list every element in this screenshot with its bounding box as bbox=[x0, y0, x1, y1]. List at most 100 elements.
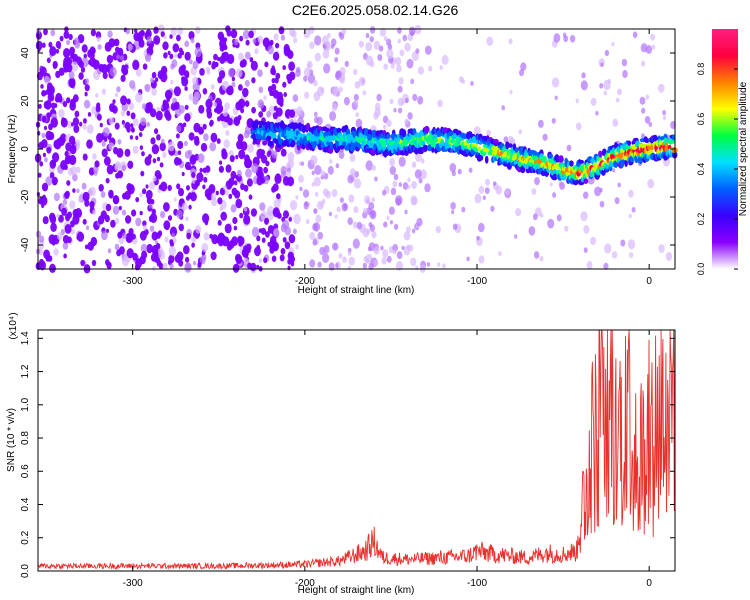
spectrogram-noise-speckle bbox=[461, 206, 466, 213]
spectrogram-noise-speckle bbox=[238, 149, 246, 160]
spectrogram-noise-speckle bbox=[314, 111, 318, 117]
spectrogram-noise-speckle bbox=[314, 52, 321, 62]
spectrogram-noise-speckle bbox=[183, 245, 190, 255]
spectrogram-noise-speckle bbox=[389, 158, 395, 167]
spectrogram-noise-speckle bbox=[399, 49, 405, 57]
spectrogram-noise-speckle bbox=[392, 180, 398, 188]
snr-x-axis-label: Height of straight line (km) bbox=[298, 585, 415, 596]
spectrogram-noise-speckle bbox=[603, 262, 609, 270]
spectrogram-x-axis-label: Height of straight line (km) bbox=[298, 285, 415, 296]
spectrogram-noise-speckle bbox=[233, 38, 239, 46]
spectrogram-noise-speckle bbox=[63, 48, 71, 58]
spectrogram-noise-speckle bbox=[267, 225, 275, 234]
snr-y-tick-label: 0.8 bbox=[20, 431, 31, 445]
spectrogram-noise-speckle bbox=[205, 98, 213, 109]
spectrogram-noise-speckle bbox=[115, 172, 120, 179]
spectrogram-noise-speckle bbox=[94, 160, 100, 168]
spectrogram-y-tick-label: -40 bbox=[20, 237, 31, 252]
spectrogram-noise-speckle bbox=[167, 215, 173, 221]
spectrogram-noise-speckle bbox=[177, 150, 182, 155]
spectrogram-noise-speckle bbox=[383, 221, 388, 228]
spectrogram-noise-speckle bbox=[112, 195, 120, 205]
spectrogram-noise-speckle bbox=[280, 148, 287, 157]
spectrogram-noise-speckle bbox=[369, 26, 376, 34]
spectrogram-noise-speckle bbox=[398, 156, 406, 167]
spectrogram-noise-speckle bbox=[439, 65, 443, 70]
spectrogram-noise-speckle bbox=[288, 61, 295, 71]
spectrogram-noise-speckle bbox=[74, 110, 80, 118]
spectrogram-noise-speckle bbox=[365, 160, 373, 171]
spectrogram-noise-speckle bbox=[549, 182, 553, 187]
spectrogram-noise-speckle bbox=[243, 214, 251, 225]
spectrogram-noise-speckle bbox=[70, 61, 79, 72]
spectrogram-ridge-blob bbox=[505, 141, 510, 150]
spectrogram-noise-speckle bbox=[268, 150, 272, 156]
spectrogram-noise-speckle bbox=[129, 135, 133, 140]
spectrogram-noise-speckle bbox=[208, 60, 212, 65]
spectrogram-noise-speckle bbox=[631, 207, 636, 213]
spectrogram-noise-speckle bbox=[273, 33, 279, 41]
spectrogram-noise-speckle bbox=[245, 158, 253, 169]
spectrogram-noise-speckle bbox=[61, 117, 65, 123]
spectrogram-noise-speckle bbox=[128, 102, 135, 111]
spectrogram-noise-speckle bbox=[43, 75, 50, 85]
spectrogram-noise-speckle bbox=[209, 121, 214, 127]
spectrogram-noise-speckle bbox=[305, 219, 310, 225]
spectrogram-noise-speckle bbox=[410, 30, 415, 36]
snr-x-tick-label: 0 bbox=[646, 578, 652, 589]
spectrogram-noise-speckle bbox=[108, 189, 114, 198]
spectrogram-noise-speckle bbox=[396, 251, 403, 260]
spectrogram-noise-speckle bbox=[152, 158, 157, 164]
spectrogram-noise-speckle bbox=[142, 63, 148, 70]
spectrogram-noise-speckle bbox=[167, 184, 172, 191]
spectrogram-noise-speckle bbox=[224, 223, 232, 234]
spectrogram-noise-speckle bbox=[415, 265, 419, 271]
spectrogram-noise-speckle bbox=[131, 209, 137, 217]
spectrogram-noise-speckle bbox=[288, 217, 292, 222]
spectrogram-noise-speckle bbox=[43, 100, 50, 110]
spectrogram-noise-speckle bbox=[387, 43, 393, 51]
spectrogram-noise-speckle bbox=[149, 181, 155, 190]
spectrogram-noise-speckle bbox=[162, 41, 169, 51]
spectrogram-noise-speckle bbox=[261, 237, 266, 243]
spectrogram-ridge-blob bbox=[542, 156, 547, 164]
spectrogram-noise-speckle bbox=[164, 89, 173, 100]
spectrogram-noise-speckle bbox=[146, 101, 153, 112]
spectrogram-noise-speckle bbox=[135, 92, 143, 103]
spectrogram-noise-speckle bbox=[89, 57, 97, 67]
spectrogram-noise-speckle bbox=[457, 168, 462, 175]
spectrogram-noise-speckle bbox=[237, 235, 243, 244]
spectrogram-noise-speckle bbox=[227, 68, 235, 78]
spectrogram-noise-speckle bbox=[68, 70, 75, 80]
spectrogram-noise-speckle bbox=[224, 102, 230, 111]
spectrogram-noise-speckle bbox=[650, 33, 656, 41]
spectrogram-noise-speckle bbox=[178, 223, 184, 232]
spectrogram-noise-speckle bbox=[288, 109, 296, 118]
spectrogram-noise-speckle bbox=[426, 262, 431, 267]
spectrogram-noise-speckle bbox=[62, 101, 68, 108]
spectrogram-noise-speckle bbox=[79, 121, 83, 127]
spectrogram-noise-speckle bbox=[164, 109, 171, 119]
spectrogram-noise-speckle bbox=[38, 172, 42, 178]
spectrogram-noise-speckle bbox=[328, 262, 335, 271]
spectrogram-ridge-blob bbox=[431, 147, 435, 153]
spectrogram-noise-speckle bbox=[101, 88, 107, 95]
spectrogram-noise-speckle bbox=[272, 207, 280, 218]
spectrogram-noise-speckle bbox=[157, 70, 164, 80]
spectrogram-noise-speckle bbox=[201, 251, 205, 256]
spectrogram-noise-speckle bbox=[599, 200, 605, 208]
spectrogram-noise-speckle bbox=[169, 263, 174, 270]
spectrogram-noise-speckle bbox=[130, 112, 136, 120]
spectrogram-noise-speckle bbox=[317, 231, 324, 240]
spectrogram-noise-speckle bbox=[314, 165, 322, 175]
spectrogram-noise-speckle bbox=[329, 158, 333, 164]
spectrogram-noise-speckle bbox=[114, 243, 120, 251]
spectrogram-noise-speckle bbox=[173, 156, 181, 166]
spectrogram-noise-speckle bbox=[441, 54, 449, 65]
spectrogram-noise-speckle bbox=[81, 182, 87, 190]
spectrogram-noise-speckle bbox=[195, 225, 202, 234]
spectrogram-noise-speckle bbox=[461, 79, 465, 84]
spectrogram-noise-layer bbox=[34, 24, 676, 274]
spectrogram-noise-speckle bbox=[662, 110, 666, 116]
spectrogram-noise-speckle bbox=[69, 46, 75, 55]
